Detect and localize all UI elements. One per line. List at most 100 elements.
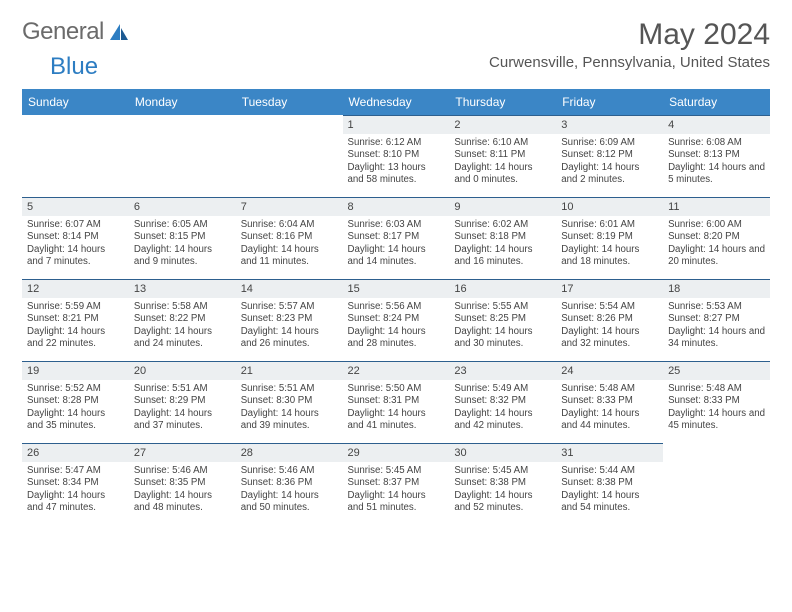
sunrise-line: Sunrise: 5:52 AM bbox=[27, 383, 101, 394]
calendar-cell bbox=[236, 115, 343, 197]
day-data: Sunrise: 5:45 AMSunset: 8:38 PM Daylight:… bbox=[449, 462, 556, 521]
sunrise-line: Sunrise: 5:59 AM bbox=[27, 301, 101, 312]
day-data: Sunrise: 5:44 AMSunset: 8:38 PMDaylight:… bbox=[556, 462, 663, 521]
calendar-week-row: 19Sunrise: 5:52 AMSunset: 8:28 PMDayligh… bbox=[22, 361, 770, 443]
daylight-line: Daylight: 14 hours and 22 minutes. bbox=[27, 326, 105, 349]
sunrise-line: Sunrise: 6:01 AM bbox=[561, 219, 635, 230]
sunrise-line: Sunrise: 5:45 AM bbox=[454, 465, 528, 476]
day-number: 15 bbox=[343, 279, 450, 298]
daylight-line: Daylight: 14 hours and 7 minutes. bbox=[27, 244, 105, 267]
sunrise-line: Sunrise: 5:51 AM bbox=[241, 383, 315, 394]
calendar-cell: 9 Sunrise: 6:02 AMSunset: 8:18 PM Daylight… bbox=[449, 197, 556, 279]
daylight-line: Daylight: 14 hours and 50 minutes. bbox=[241, 490, 319, 513]
daylight-line: Daylight: 14 hours and 18 minutes. bbox=[561, 244, 639, 267]
day-data: Sunrise: 5:52 AMSunset: 8:28 PMDaylight:… bbox=[22, 380, 129, 439]
calendar-week-row: 12Sunrise: 5:59 AMSunset: 8:21 PMDayligh… bbox=[22, 279, 770, 361]
day-data: Sunrise: 5:51 AMSunset: 8:30 PMDaylight:… bbox=[236, 380, 343, 439]
day-number: 24 bbox=[556, 361, 663, 380]
day-data: Sunrise: 6:03 AMSunset: 8:17 PMDaylight:… bbox=[343, 216, 450, 275]
sunset-line: Sunset: 8:32 PM bbox=[454, 395, 526, 406]
weekday-header: Sunday bbox=[22, 89, 129, 115]
day-number: 1 bbox=[343, 115, 450, 134]
sunrise-line: Sunrise: 6:10 AM bbox=[454, 137, 528, 148]
sunset-line: Sunset: 8:26 PM bbox=[561, 313, 633, 324]
day-number: 29 bbox=[343, 443, 450, 462]
calendar-cell: 20Sunrise: 5:51 AMSunset: 8:29 PMDayligh… bbox=[129, 361, 236, 443]
day-data: Sunrise: 5:46 AMSunset: 8:36 PMDaylight:… bbox=[236, 462, 343, 521]
daylight-line: Daylight: 14 hours and 30 minutes. bbox=[454, 326, 532, 349]
sunset-line: Sunset: 8:38 PM bbox=[454, 477, 526, 488]
day-data: Sunrise: 6:09 AMSunset: 8:12 PMDaylight:… bbox=[556, 134, 663, 193]
sunset-line: Sunset: 8:33 PM bbox=[561, 395, 633, 406]
calendar-cell: 24Sunrise: 5:48 AMSunset: 8:33 PMDayligh… bbox=[556, 361, 663, 443]
weekday-header: Saturday bbox=[663, 89, 770, 115]
sunrise-line: Sunrise: 5:51 AM bbox=[134, 383, 208, 394]
calendar-cell: 27Sunrise: 5:46 AMSunset: 8:35 PMDayligh… bbox=[129, 443, 236, 525]
calendar-cell: 16Sunrise: 5:55 AMSunset: 8:25 PMDayligh… bbox=[449, 279, 556, 361]
daylight-line: Daylight: 14 hours and 34 minutes. bbox=[668, 326, 765, 349]
calendar-cell: 25Sunrise: 5:48 AMSunset: 8:33 PMDayligh… bbox=[663, 361, 770, 443]
sunrise-line: Sunrise: 5:57 AM bbox=[241, 301, 315, 312]
sunset-line: Sunset: 8:14 PM bbox=[27, 231, 99, 242]
day-data: Sunrise: 5:53 AMSunset: 8:27 PMDaylight:… bbox=[663, 298, 770, 357]
daylight-line: Daylight: 14 hours and 37 minutes. bbox=[134, 408, 212, 431]
day-number: 22 bbox=[343, 361, 450, 380]
calendar-week-row: 5Sunrise: 6:07 AMSunset: 8:14 PMDaylight… bbox=[22, 197, 770, 279]
calendar-cell: 3Sunrise: 6:09 AMSunset: 8:12 PMDaylight… bbox=[556, 115, 663, 197]
calendar-cell: 21Sunrise: 5:51 AMSunset: 8:30 PMDayligh… bbox=[236, 361, 343, 443]
day-number: 10 bbox=[556, 197, 663, 216]
calendar-cell: 22Sunrise: 5:50 AMSunset: 8:31 PMDayligh… bbox=[343, 361, 450, 443]
day-data: Sunrise: 6:01 AMSunset: 8:19 PMDaylight:… bbox=[556, 216, 663, 275]
sunrise-line: Sunrise: 6:03 AM bbox=[348, 219, 422, 230]
calendar-cell: 30Sunrise: 5:45 AMSunset: 8:38 PMDayligh… bbox=[449, 443, 556, 525]
day-number: 14 bbox=[236, 279, 343, 298]
sunset-line: Sunset: 8:38 PM bbox=[561, 477, 633, 488]
day-number: 4 bbox=[663, 115, 770, 134]
calendar-week-row: 1Sunrise: 6:12 AMSunset: 8:10 PMDaylight… bbox=[22, 115, 770, 197]
daylight-line: Daylight: 14 hours and 16 minutes. bbox=[454, 244, 532, 267]
calendar-cell bbox=[663, 443, 770, 525]
day-data: Sunrise: 5:47 AMSunset: 8:34 PMDaylight:… bbox=[22, 462, 129, 521]
day-data: Sunrise: 5:51 AMSunset: 8:29 PMDaylight:… bbox=[129, 380, 236, 439]
day-data: Sunrise: 6:10 AMSunset: 8:11 PMDaylight:… bbox=[449, 134, 556, 193]
brand-word-1: General bbox=[22, 18, 104, 46]
sunset-line: Sunset: 8:13 PM bbox=[668, 149, 740, 160]
day-number: 5 bbox=[22, 197, 129, 216]
day-data: Sunrise: 5:45 AMSunset: 8:37 PMDaylight:… bbox=[343, 462, 450, 521]
calendar-cell: 11Sunrise: 6:00 AMSunset: 8:20 PMDayligh… bbox=[663, 197, 770, 279]
sunset-line: Sunset: 8:11 PM bbox=[454, 149, 525, 160]
day-number: 26 bbox=[22, 443, 129, 462]
day-data: Sunrise: 6:12 AMSunset: 8:10 PMDaylight:… bbox=[343, 134, 450, 193]
sunset-line: Sunset: 8:34 PM bbox=[27, 477, 99, 488]
sunset-line: Sunset: 8:22 PM bbox=[134, 313, 206, 324]
daylight-line: Daylight: 14 hours and 14 minutes. bbox=[348, 244, 426, 267]
day-data: Sunrise: 6:08 AMSunset: 8:13 PMDaylight:… bbox=[663, 134, 770, 193]
daylight-line: Daylight: 14 hours and 9 minutes. bbox=[134, 244, 212, 267]
month-title: May 2024 bbox=[489, 18, 770, 52]
day-number: 13 bbox=[129, 279, 236, 298]
sunset-line: Sunset: 8:18 PM bbox=[454, 231, 526, 242]
sunrise-line: Sunrise: 6:12 AM bbox=[348, 137, 422, 148]
daylight-line: Daylight: 14 hours and 35 minutes. bbox=[27, 408, 105, 431]
day-number: 6 bbox=[129, 197, 236, 216]
sunset-line: Sunset: 8:37 PM bbox=[348, 477, 420, 488]
sunset-line: Sunset: 8:36 PM bbox=[241, 477, 313, 488]
day-data: Sunrise: 5:49 AMSunset: 8:32 PMDaylight:… bbox=[449, 380, 556, 439]
brand-logo: General bbox=[22, 18, 132, 46]
sunrise-line: Sunrise: 6:02 AM bbox=[454, 219, 528, 230]
day-number: 9 bbox=[449, 197, 556, 216]
sunrise-line: Sunrise: 5:47 AM bbox=[27, 465, 101, 476]
sunrise-line: Sunrise: 5:49 AM bbox=[454, 383, 528, 394]
calendar-page: General May 2024 Curwensville, Pennsylva… bbox=[0, 0, 792, 543]
day-number: 18 bbox=[663, 279, 770, 298]
sunset-line: Sunset: 8:10 PM bbox=[348, 149, 420, 160]
calendar-cell: 14Sunrise: 5:57 AMSunset: 8:23 PMDayligh… bbox=[236, 279, 343, 361]
sunrise-line: Sunrise: 6:04 AM bbox=[241, 219, 315, 230]
day-number: 19 bbox=[22, 361, 129, 380]
sunrise-line: Sunrise: 5:55 AM bbox=[454, 301, 528, 312]
weekday-header: Wednesday bbox=[343, 89, 450, 115]
daylight-line: Daylight: 14 hours and 52 minutes. bbox=[454, 490, 532, 513]
daylight-line: Daylight: 14 hours and 44 minutes. bbox=[561, 408, 639, 431]
sunset-line: Sunset: 8:20 PM bbox=[668, 231, 740, 242]
day-data: Sunrise: 5:48 AMSunset: 8:33 PMDaylight:… bbox=[556, 380, 663, 439]
